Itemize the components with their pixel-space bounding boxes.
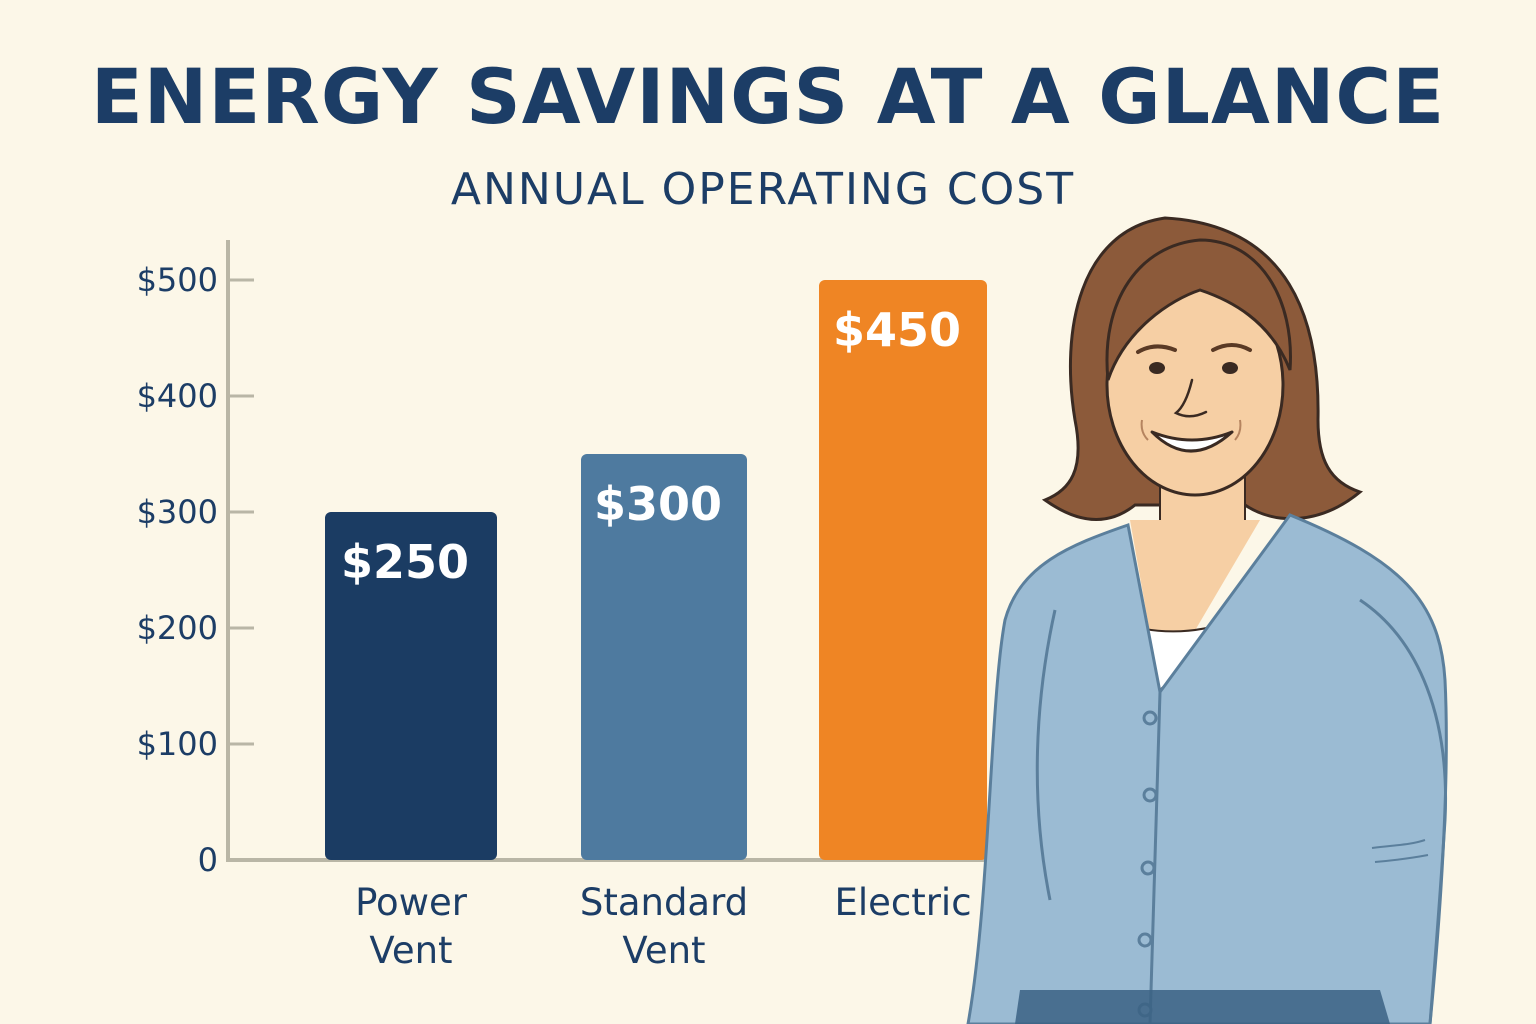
y-tick-label: $400 bbox=[137, 377, 218, 415]
x-category-label: Vent bbox=[369, 929, 452, 972]
x-category-label: Power bbox=[355, 881, 468, 924]
bars: $250 $300 $450 bbox=[325, 280, 987, 860]
button bbox=[1142, 787, 1158, 803]
x-axis-labels: Power Vent Standard Vent Electric bbox=[355, 881, 971, 972]
nose bbox=[1173, 378, 1208, 418]
smile bbox=[1150, 430, 1234, 453]
left-arm bbox=[1035, 609, 1057, 901]
right-eye bbox=[1222, 362, 1238, 374]
bar bbox=[819, 280, 987, 860]
y-axis: 0 $100 $200 $300 $400 $500 bbox=[137, 240, 1000, 879]
x-category-label: Vent bbox=[622, 929, 705, 972]
eyebrows bbox=[1136, 343, 1252, 354]
bar-value-label: $250 bbox=[341, 535, 469, 589]
y-tick-label: $200 bbox=[137, 609, 218, 647]
button bbox=[1142, 710, 1158, 726]
x-category-label: Electric bbox=[834, 881, 971, 924]
bar bbox=[581, 454, 747, 860]
bar-value-label: $450 bbox=[833, 303, 961, 357]
y-tick-label: $300 bbox=[137, 493, 218, 531]
cuff bbox=[1371, 839, 1429, 863]
button bbox=[1137, 932, 1153, 948]
left-eye bbox=[1149, 362, 1165, 374]
smiling-woman-icon bbox=[966, 216, 1448, 1024]
placket bbox=[1148, 691, 1162, 1024]
bar bbox=[325, 512, 497, 860]
hair-fringe bbox=[1105, 238, 1292, 381]
cheek-lines bbox=[1140, 419, 1242, 441]
x-category-label: Standard bbox=[580, 881, 748, 924]
y-tick-label: $100 bbox=[137, 725, 218, 763]
button bbox=[1140, 860, 1156, 876]
y-tick-label: 0 bbox=[198, 841, 218, 879]
y-tick-label: $500 bbox=[137, 261, 218, 299]
chart-title: ENERGY SAVINGS AT A GLANCE bbox=[90, 52, 1446, 141]
right-arm bbox=[1359, 598, 1448, 1024]
chart-subtitle: ANNUAL OPERATING COST bbox=[450, 164, 1076, 215]
jeans bbox=[1015, 990, 1390, 1024]
bar-value-label: $300 bbox=[594, 477, 722, 531]
